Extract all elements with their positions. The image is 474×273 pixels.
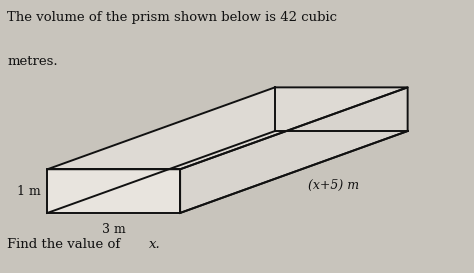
Text: The volume of the prism shown below is 42 cubic: The volume of the prism shown below is 4… bbox=[7, 11, 337, 24]
Text: metres.: metres. bbox=[7, 55, 58, 68]
Polygon shape bbox=[47, 87, 408, 169]
Text: 1 m: 1 m bbox=[17, 185, 40, 198]
Polygon shape bbox=[47, 169, 180, 213]
Text: Find the value of: Find the value of bbox=[7, 238, 125, 251]
Text: x.: x. bbox=[149, 238, 161, 251]
Polygon shape bbox=[180, 87, 408, 213]
Text: (x+5) m: (x+5) m bbox=[308, 179, 359, 192]
Text: 3 m: 3 m bbox=[102, 223, 126, 236]
